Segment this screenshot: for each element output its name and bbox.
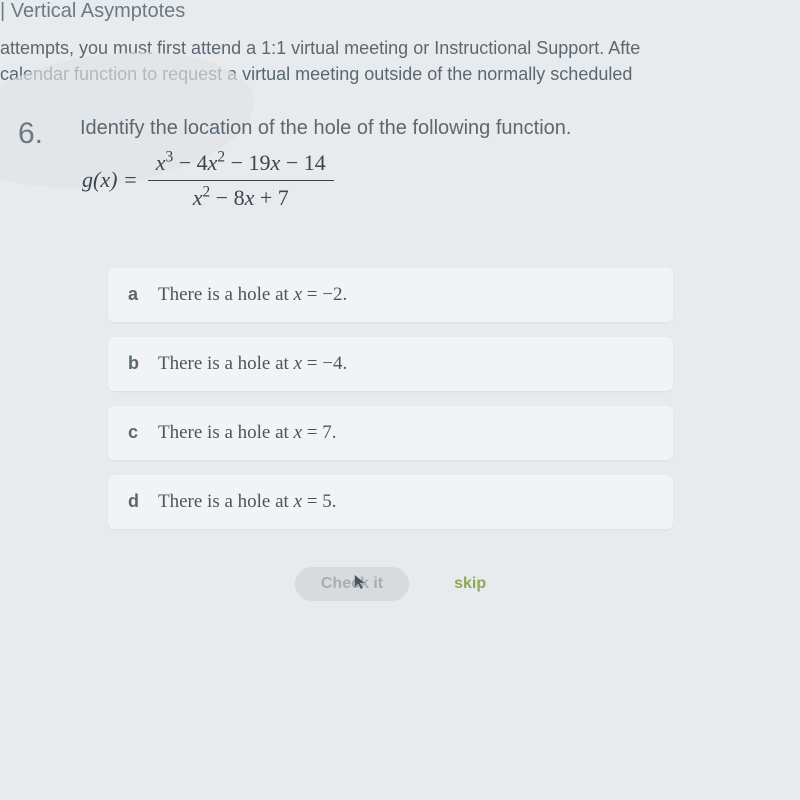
option-letter: a: [128, 284, 144, 305]
option-a[interactable]: a There is a hole at x = −2.: [108, 268, 673, 322]
formula-denominator: x2 − 8x + 7: [185, 183, 297, 213]
option-letter: c: [128, 422, 144, 443]
option-text: There is a hole at x = −4.: [158, 353, 347, 375]
cursor-icon: [353, 573, 367, 591]
formula-fraction: x3 − 4x2 − 19x − 14 x2 − 8x + 7: [148, 148, 334, 212]
option-d[interactable]: d There is a hole at x = 5.: [108, 475, 673, 529]
option-letter: b: [128, 353, 144, 374]
answer-options: a There is a hole at x = −2. b There is …: [108, 268, 673, 529]
question-prompt: Identify the location of the hole of the…: [80, 117, 800, 140]
question-container: 6. Identify the location of the hole of …: [0, 117, 800, 600]
option-b[interactable]: b There is a hole at x = −4.: [108, 337, 673, 391]
fraction-bar: [148, 180, 334, 181]
option-letter: d: [128, 491, 144, 512]
breadcrumb-partial: | Vertical Asymptotes: [0, 0, 800, 31]
formula-lhs: g(x) =: [82, 167, 138, 193]
skip-button[interactable]: skip: [454, 575, 486, 593]
option-text: There is a hole at x = 5.: [158, 491, 337, 513]
question-number: 6.: [18, 117, 56, 151]
question-row: 6. Identify the location of the hole of …: [18, 117, 800, 212]
check-button[interactable]: Check it: [295, 567, 409, 601]
option-c[interactable]: c There is a hole at x = 7.: [108, 406, 673, 460]
question-body: Identify the location of the hole of the…: [80, 117, 800, 212]
question-formula: g(x) = x3 − 4x2 − 19x − 14 x2 − 8x + 7: [82, 148, 800, 212]
formula-numerator: x3 − 4x2 − 19x − 14: [148, 148, 334, 178]
option-text: There is a hole at x = 7.: [158, 422, 337, 444]
option-text: There is a hole at x = −2.: [158, 284, 347, 306]
footer-buttons: Check it skip: [108, 567, 673, 601]
